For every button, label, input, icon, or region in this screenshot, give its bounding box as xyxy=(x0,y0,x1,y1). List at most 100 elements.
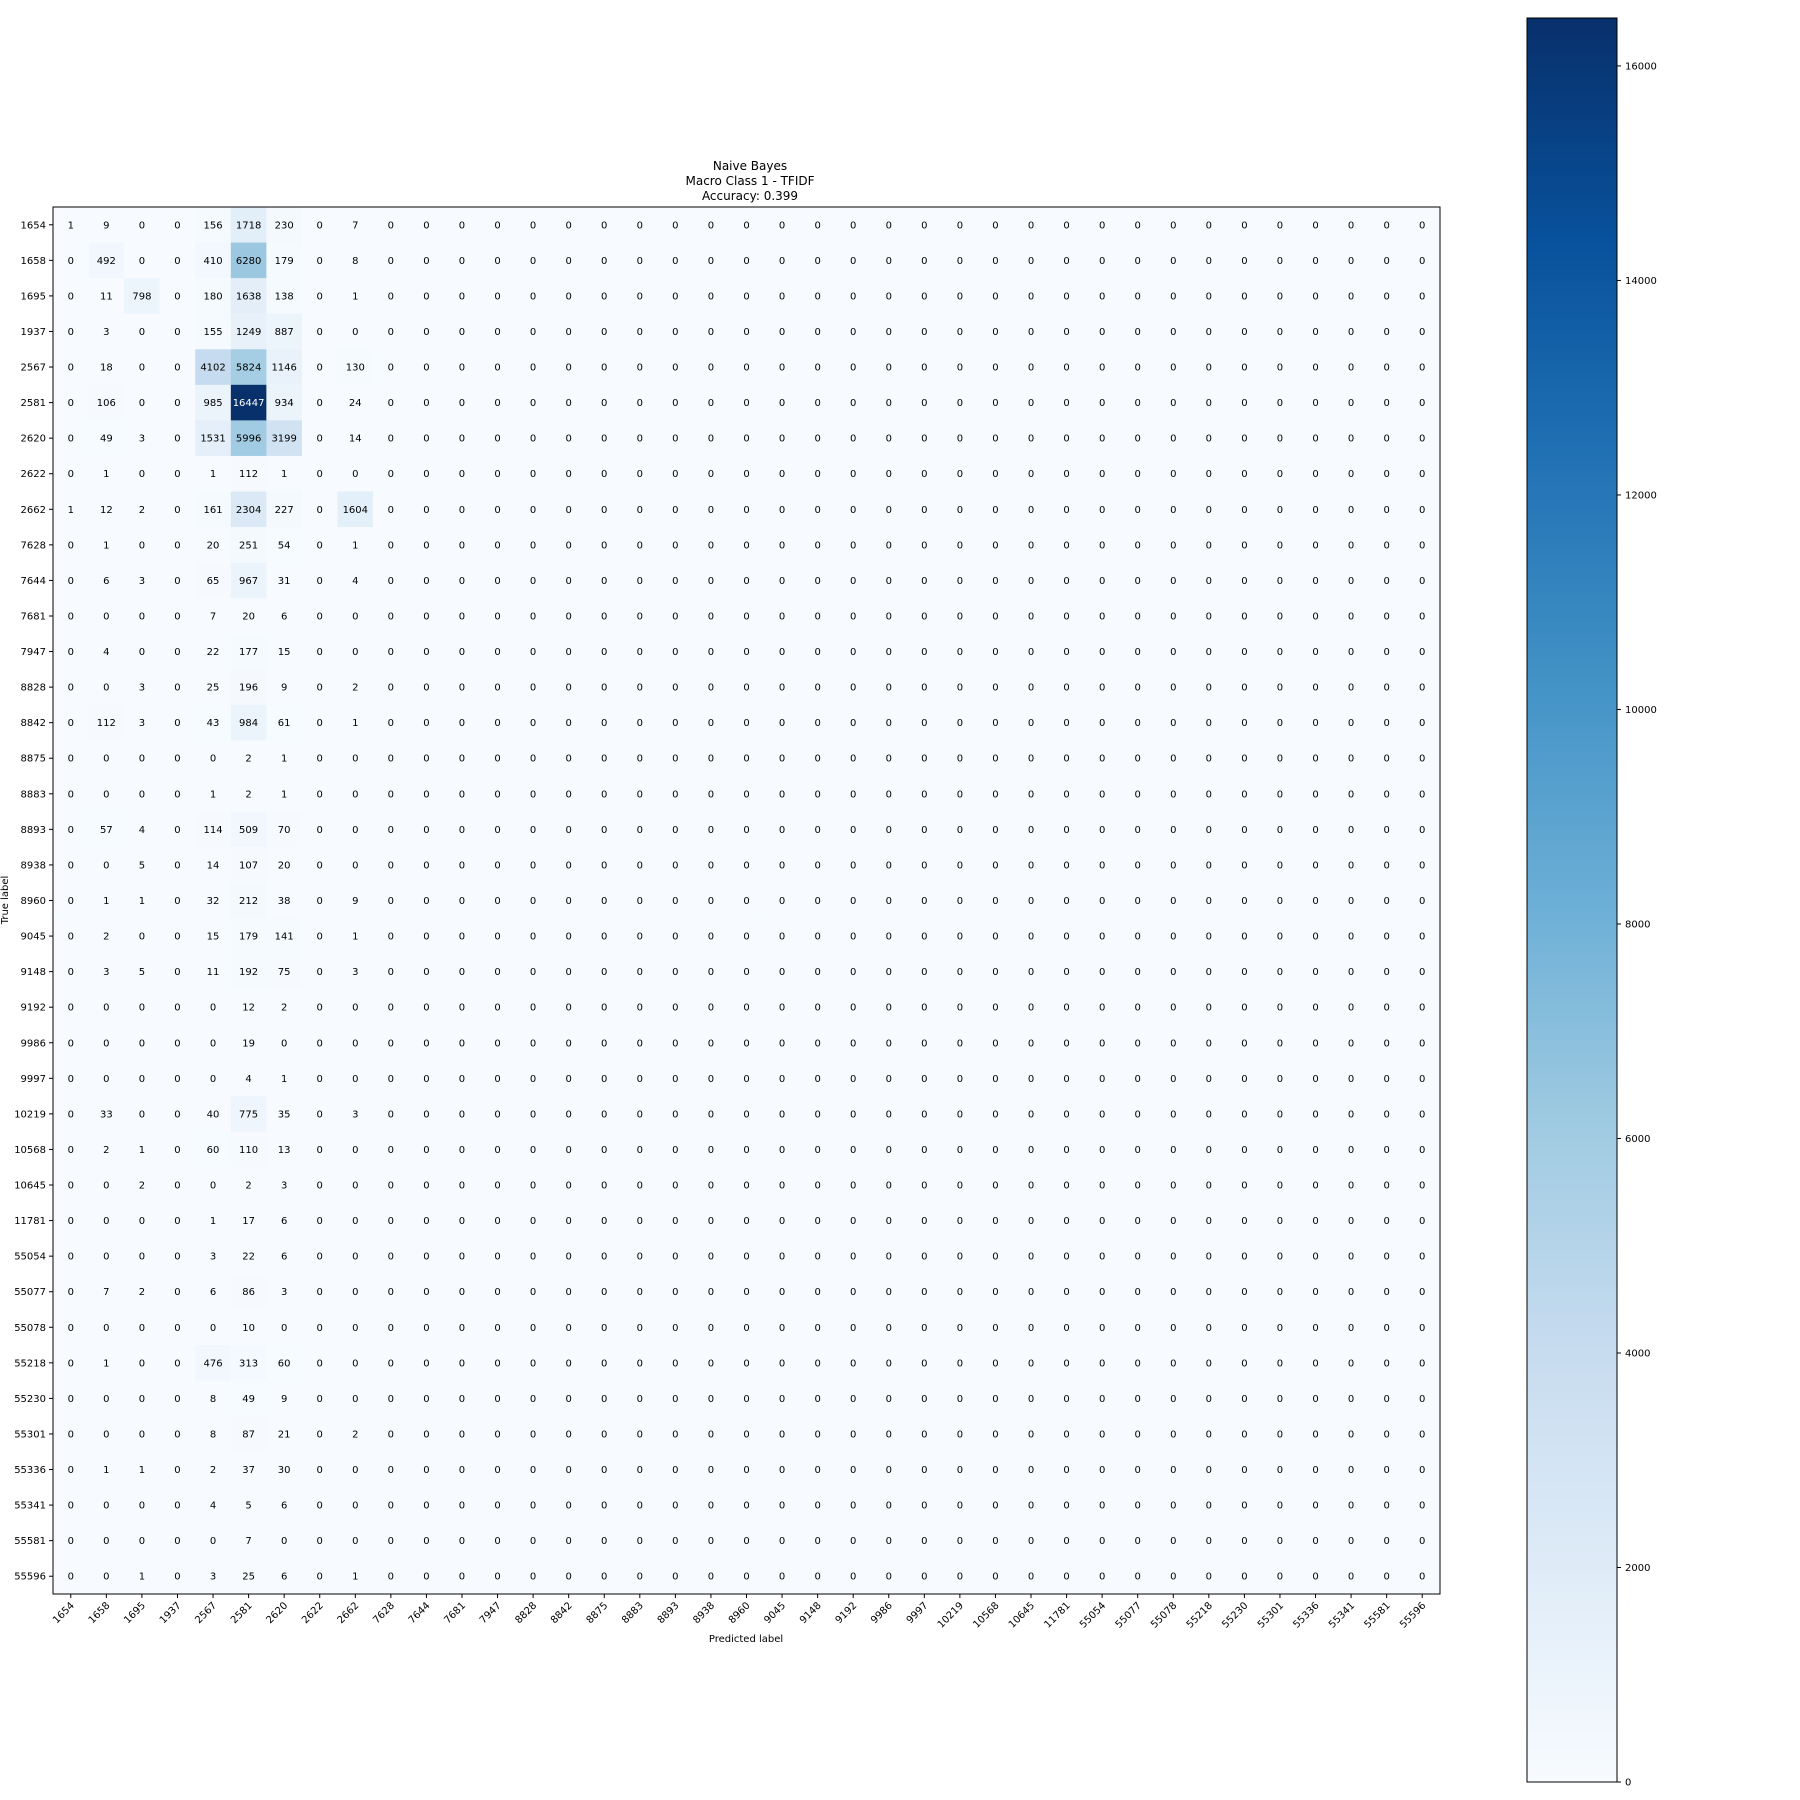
heatmap-cell-value: 0 xyxy=(850,1358,856,1369)
heatmap-cell-value: 0 xyxy=(494,1038,500,1049)
heatmap-cell-value: 0 xyxy=(103,611,109,622)
heatmap-cell-value: 410 xyxy=(203,256,222,267)
heatmap-cell-value: 0 xyxy=(1348,611,1354,622)
y-tick-label: 8893 xyxy=(21,825,46,836)
heatmap-cell-value: 57 xyxy=(100,825,113,836)
heatmap-cell-value: 0 xyxy=(459,1536,465,1547)
heatmap-cell-value: 0 xyxy=(317,363,323,374)
heatmap-cell-value: 0 xyxy=(210,754,216,765)
heatmap-cell-value: 0 xyxy=(68,1252,74,1263)
heatmap-cell-value: 0 xyxy=(68,398,74,409)
y-tick-label: 2567 xyxy=(21,363,46,374)
heatmap-cell-value: 0 xyxy=(921,1358,927,1369)
heatmap-cell-value: 0 xyxy=(210,1323,216,1334)
heatmap-cell-value: 0 xyxy=(672,1394,678,1405)
heatmap-cell-value: 0 xyxy=(637,363,643,374)
heatmap-cell-value: 0 xyxy=(1241,469,1247,480)
heatmap-cell xyxy=(1191,313,1228,350)
heatmap-cell xyxy=(550,455,587,493)
heatmap-cell-value: 61 xyxy=(278,718,291,729)
heatmap-cell-value: 0 xyxy=(68,754,74,765)
heatmap-cell-value: 13 xyxy=(278,1145,291,1156)
heatmap-cell-value: 0 xyxy=(921,1287,927,1298)
heatmap-cell-value: 0 xyxy=(352,825,358,836)
heatmap-cell-value: 0 xyxy=(637,1216,643,1227)
heatmap-cell-value: 0 xyxy=(992,1323,998,1334)
heatmap-cell-value: 0 xyxy=(1277,1501,1283,1512)
heatmap-cell-value: 0 xyxy=(1419,1287,1425,1298)
heatmap-cell-value: 0 xyxy=(1312,1465,1318,1476)
heatmap-cell-value: 0 xyxy=(1241,1572,1247,1583)
heatmap-cell xyxy=(1013,598,1050,635)
heatmap-cell-value: 0 xyxy=(850,683,856,694)
heatmap-cell-value: 0 xyxy=(814,540,820,551)
heatmap-cell-value: 0 xyxy=(1135,1287,1141,1298)
heatmap-cell-value: 0 xyxy=(1170,932,1176,943)
heatmap-cell-value: 0 xyxy=(1348,291,1354,302)
heatmap-cell-value: 0 xyxy=(743,1109,749,1120)
heatmap-cell xyxy=(195,384,232,421)
heatmap-cell xyxy=(444,207,481,244)
heatmap-cell-value: 0 xyxy=(708,327,714,338)
heatmap-cell-value: 0 xyxy=(992,398,998,409)
heatmap-cell xyxy=(479,349,516,386)
heatmap-cell-value: 0 xyxy=(139,1358,145,1369)
heatmap-cell xyxy=(906,420,943,457)
heatmap-cell-value: 0 xyxy=(1099,825,1105,836)
heatmap-cell-value: 0 xyxy=(1170,1394,1176,1405)
heatmap-cell-value: 0 xyxy=(992,789,998,800)
heatmap-cell xyxy=(622,598,659,635)
heatmap-cell-value: 0 xyxy=(921,1536,927,1547)
heatmap-cell-value: 0 xyxy=(423,860,429,871)
heatmap-cell-value: 0 xyxy=(708,718,714,729)
heatmap-cell xyxy=(799,349,836,386)
heatmap-cell-value: 0 xyxy=(601,434,607,445)
heatmap-cell xyxy=(942,207,979,244)
heatmap-cell-value: 0 xyxy=(494,967,500,978)
heatmap-cell-value: 0 xyxy=(530,291,536,302)
heatmap-cell-value: 0 xyxy=(68,967,74,978)
heatmap-cell-value: 0 xyxy=(814,1216,820,1227)
heatmap-cell-value: 0 xyxy=(1028,469,1034,480)
heatmap-cell xyxy=(195,420,232,457)
heatmap-cell-value: 0 xyxy=(708,611,714,622)
heatmap-cell xyxy=(1155,349,1192,386)
heatmap-cell-value: 0 xyxy=(317,1536,323,1547)
heatmap-cell-value: 0 xyxy=(1241,1323,1247,1334)
heatmap-cell-value: 0 xyxy=(1170,540,1176,551)
y-tick-label: 8842 xyxy=(21,718,46,729)
heatmap-cell xyxy=(622,313,659,350)
heatmap-cell-value: 0 xyxy=(779,291,785,302)
heatmap-cell xyxy=(444,349,481,386)
heatmap-cell-value: 0 xyxy=(601,1536,607,1547)
heatmap-cell-value: 0 xyxy=(1383,789,1389,800)
heatmap-cell xyxy=(977,491,1014,528)
heatmap-cell-value: 0 xyxy=(1419,1501,1425,1512)
heatmap-cell-value: 0 xyxy=(530,1501,536,1512)
heatmap-cell xyxy=(373,207,410,244)
heatmap-cell-value: 0 xyxy=(423,647,429,658)
heatmap-cell-value: 0 xyxy=(601,540,607,551)
heatmap-cell-value: 0 xyxy=(672,1109,678,1120)
heatmap-cell-value: 0 xyxy=(565,825,571,836)
heatmap-cell-value: 1 xyxy=(210,789,216,800)
heatmap-cell xyxy=(1297,598,1334,635)
heatmap-cell-value: 0 xyxy=(1170,611,1176,622)
heatmap-cell-value: 2 xyxy=(352,1429,358,1440)
heatmap-cell xyxy=(1119,349,1156,386)
heatmap-cell-value: 0 xyxy=(921,1429,927,1440)
heatmap-cell-value: 0 xyxy=(1312,825,1318,836)
heatmap-cell-value: 0 xyxy=(317,860,323,871)
heatmap-cell-value: 0 xyxy=(459,469,465,480)
heatmap-cell-value: 0 xyxy=(1348,932,1354,943)
heatmap-cell xyxy=(942,562,979,599)
x-tick-label: 8875 xyxy=(585,1600,611,1626)
heatmap-cell xyxy=(1226,349,1263,386)
heatmap-cell-value: 0 xyxy=(601,256,607,267)
heatmap-cell xyxy=(515,207,552,244)
heatmap-cell-value: 0 xyxy=(708,1109,714,1120)
heatmap-cell xyxy=(1404,420,1441,457)
heatmap-cell-value: 0 xyxy=(565,1536,571,1547)
heatmap-cell-value: 0 xyxy=(530,932,536,943)
heatmap-cell-value: 0 xyxy=(174,1038,180,1049)
